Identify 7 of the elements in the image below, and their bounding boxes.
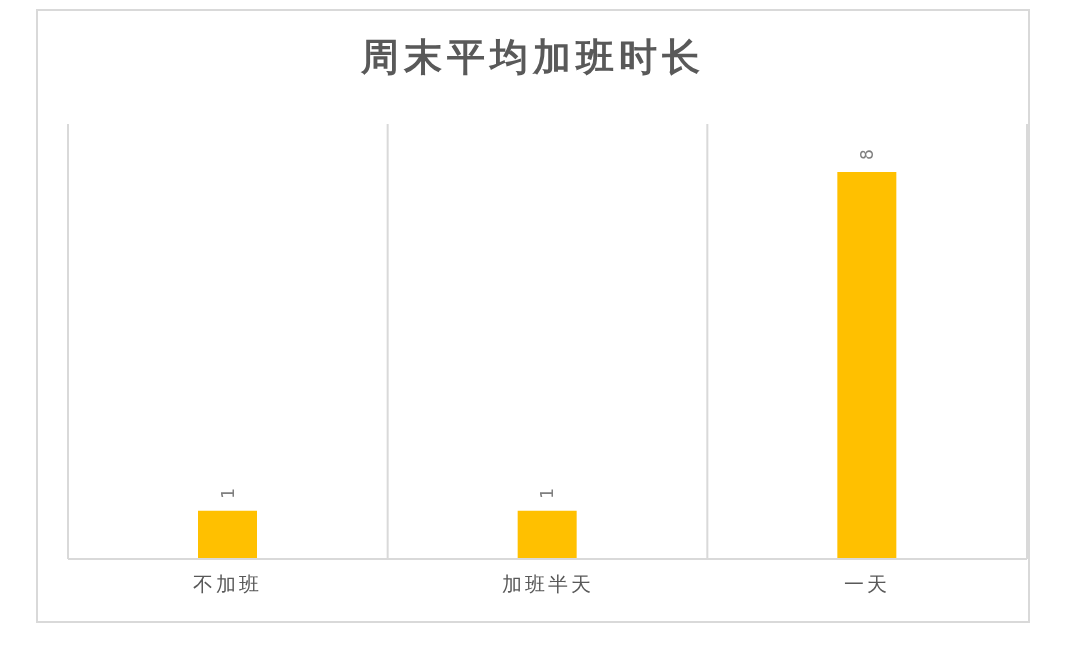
data-label: 8: [856, 149, 877, 160]
x-tick-label: 一天: [844, 572, 891, 597]
x-tick-label: 不加班: [193, 572, 263, 597]
data-label: 1: [217, 487, 238, 499]
x-tick-label: 加班半天: [501, 572, 594, 597]
chart-title: 周末平均加班时长: [360, 34, 706, 79]
data-label: 1: [537, 487, 558, 499]
